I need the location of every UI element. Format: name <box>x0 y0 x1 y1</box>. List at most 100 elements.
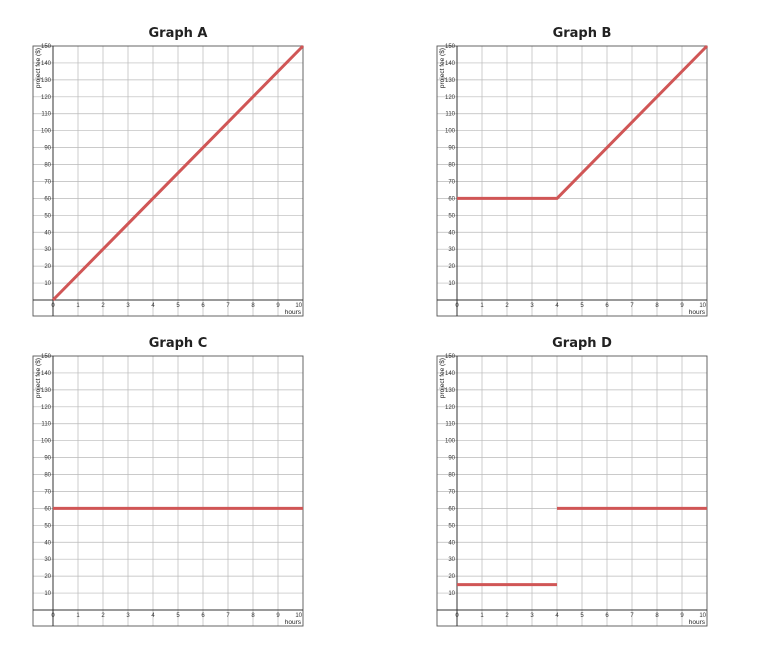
x-tick-label: 1 <box>76 613 80 619</box>
y-tick-label: 150 <box>41 354 52 360</box>
x-tick-label: 8 <box>251 303 255 309</box>
y-tick-label: 40 <box>44 230 51 236</box>
y-tick-label: 70 <box>448 489 455 495</box>
y-tick-label: 70 <box>448 179 455 185</box>
chart-title: Graph B <box>553 26 612 41</box>
chart-panel-b: Graph B102030405060708090100110120130140… <box>436 26 709 317</box>
chart-frame <box>436 355 708 627</box>
y-tick-label: 80 <box>448 163 455 169</box>
y-tick-label: 60 <box>448 506 455 512</box>
chart-title: Graph C <box>149 336 207 351</box>
x-tick-label: 0 <box>455 303 459 309</box>
y-tick-label: 80 <box>44 473 51 479</box>
x-tick-label: 5 <box>580 303 584 309</box>
x-axis-label: hours <box>689 619 706 626</box>
y-tick-label: 20 <box>448 264 455 270</box>
x-tick-label: 10 <box>699 303 706 309</box>
y-tick-label: 50 <box>44 213 51 219</box>
y-tick-label: 70 <box>44 489 51 495</box>
y-tick-label: 140 <box>41 371 52 377</box>
x-tick-label: 7 <box>630 613 634 619</box>
chart-panel-a: Graph A102030405060708090100110120130140… <box>32 26 305 317</box>
x-tick-label: 1 <box>480 613 484 619</box>
y-tick-label: 100 <box>445 439 456 445</box>
x-tick-label: 0 <box>51 613 55 619</box>
y-tick-label: 90 <box>448 146 455 152</box>
y-tick-label: 90 <box>44 456 51 462</box>
x-tick-label: 8 <box>655 613 659 619</box>
x-tick-label: 10 <box>295 613 302 619</box>
x-tick-label: 5 <box>176 303 180 309</box>
y-tick-label: 20 <box>44 574 51 580</box>
x-tick-label: 9 <box>276 613 280 619</box>
y-tick-label: 150 <box>41 44 52 50</box>
chart-frame <box>436 45 708 317</box>
y-tick-label: 80 <box>44 163 51 169</box>
y-tick-label: 60 <box>44 506 51 512</box>
y-tick-label: 50 <box>44 523 51 529</box>
y-tick-label: 90 <box>448 456 455 462</box>
x-tick-label: 6 <box>201 613 205 619</box>
y-tick-label: 10 <box>44 591 51 597</box>
y-tick-label: 20 <box>448 574 455 580</box>
y-tick-label: 150 <box>445 44 456 50</box>
y-tick-label: 110 <box>41 112 51 118</box>
y-tick-label: 70 <box>44 179 51 185</box>
y-tick-label: 60 <box>44 196 51 202</box>
y-tick-label: 100 <box>41 129 52 135</box>
y-tick-label: 120 <box>445 95 456 101</box>
y-tick-label: 60 <box>448 196 455 202</box>
chart-frame <box>32 45 304 317</box>
x-tick-label: 2 <box>101 613 105 619</box>
y-tick-label: 100 <box>445 129 456 135</box>
y-tick-label: 30 <box>448 557 455 563</box>
y-tick-label: 30 <box>448 247 455 253</box>
y-tick-label: 130 <box>445 388 456 394</box>
y-tick-label: 20 <box>44 264 51 270</box>
x-tick-label: 4 <box>555 303 559 309</box>
y-tick-label: 10 <box>44 281 51 287</box>
y-tick-label: 10 <box>448 281 455 287</box>
y-tick-label: 50 <box>448 213 455 219</box>
y-tick-label: 40 <box>448 230 455 236</box>
y-axis-label: project fee ($) <box>35 48 42 88</box>
x-tick-label: 7 <box>630 303 634 309</box>
x-tick-label: 4 <box>151 303 155 309</box>
chart-title: Graph A <box>148 26 207 41</box>
x-tick-label: 6 <box>605 303 609 309</box>
x-tick-label: 8 <box>251 613 255 619</box>
y-tick-label: 30 <box>44 247 51 253</box>
y-tick-label: 30 <box>44 557 51 563</box>
x-tick-label: 0 <box>51 303 55 309</box>
chart-panel-d: Graph D102030405060708090100110120130140… <box>436 336 708 627</box>
x-tick-label: 5 <box>580 613 584 619</box>
x-axis-label: hours <box>285 619 302 626</box>
x-tick-label: 4 <box>555 613 559 619</box>
y-axis-label: project fee ($) <box>439 358 446 398</box>
x-tick-label: 1 <box>76 303 80 309</box>
x-tick-label: 4 <box>151 613 155 619</box>
y-tick-label: 150 <box>445 354 456 360</box>
x-tick-label: 1 <box>480 303 484 309</box>
series-line <box>457 44 709 200</box>
x-tick-label: 0 <box>455 613 459 619</box>
y-tick-label: 130 <box>445 78 456 84</box>
x-axis-label: hours <box>285 309 302 316</box>
series-line <box>51 44 305 302</box>
y-tick-label: 140 <box>445 371 456 377</box>
y-axis-label: project fee ($) <box>439 48 446 88</box>
x-tick-label: 3 <box>126 613 130 619</box>
x-tick-label: 5 <box>176 613 180 619</box>
x-tick-label: 3 <box>126 303 130 309</box>
x-axis-label: hours <box>689 309 706 316</box>
x-tick-label: 9 <box>276 303 280 309</box>
y-tick-label: 110 <box>445 422 455 428</box>
chart-frame <box>32 355 304 627</box>
y-tick-label: 100 <box>41 439 52 445</box>
x-tick-label: 10 <box>699 613 706 619</box>
chart-title: Graph D <box>552 336 612 351</box>
chart-panel-c: Graph C102030405060708090100110120130140… <box>32 336 304 627</box>
x-tick-label: 2 <box>505 613 509 619</box>
y-tick-label: 110 <box>41 422 51 428</box>
